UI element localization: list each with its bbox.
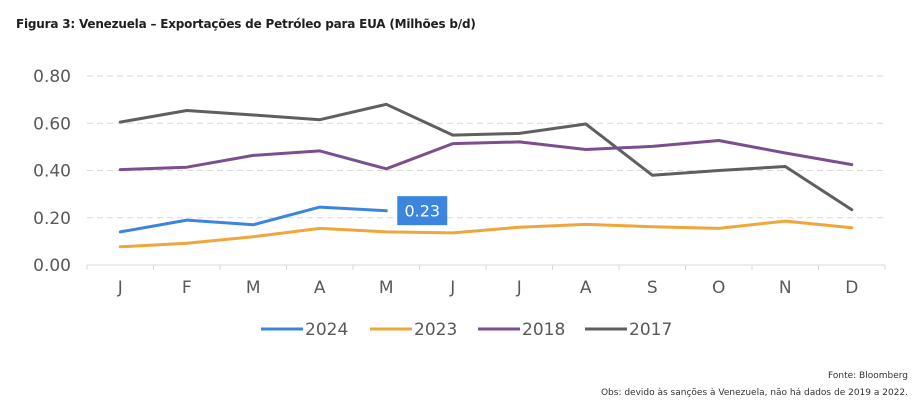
x-tick-label: M: [379, 278, 394, 298]
x-tick-label: D: [845, 278, 858, 298]
y-tick-label: 0.20: [33, 209, 71, 229]
chart-title: Figura 3: Venezuela – Exportações de Pet…: [16, 17, 476, 31]
legend-label-2023: 2023: [414, 320, 457, 340]
x-tick-label: O: [712, 278, 725, 298]
data-label-text: 0.23: [404, 202, 440, 221]
legend-label-2017: 2017: [629, 320, 672, 340]
data-label-box: [397, 196, 448, 226]
x-tick-label: A: [580, 278, 592, 298]
series-line-2024: [118, 205, 388, 234]
series-lines: [118, 102, 854, 249]
x-tick-label: A: [314, 278, 326, 298]
series-line-2017: [118, 102, 854, 212]
x-tick-label: M: [246, 278, 261, 298]
legend-label-2024: 2024: [305, 320, 348, 340]
x-tick-label: F: [182, 278, 192, 298]
y-tick-label: 0.80: [33, 67, 71, 87]
observation-note: Obs: devido às sanções à Venezuela, não …: [600, 388, 908, 398]
source-note: Fonte: Bloomberg: [828, 371, 908, 381]
x-tick-label: J: [449, 278, 455, 298]
x-axis: [86, 264, 886, 270]
legend: 2024 2023 2018 2017: [261, 320, 672, 340]
data-labels: 0.23: [397, 196, 448, 226]
y-tick-label: 0.00: [33, 256, 71, 276]
y-tick-label: 0.40: [33, 162, 71, 182]
y-tick-label: 0.60: [33, 114, 71, 134]
x-tick-label: J: [117, 278, 123, 298]
series-line-2018: [118, 139, 854, 172]
x-tick-label: J: [516, 278, 522, 298]
x-tick-label: N: [779, 278, 792, 298]
x-tick-label: S: [647, 278, 658, 298]
series-line-2023: [118, 219, 854, 249]
y-axis-ticks: 0.00 0.20 0.40 0.60 0.80: [33, 67, 71, 276]
gridlines: [87, 75, 885, 219]
legend-label-2018: 2018: [522, 320, 565, 340]
